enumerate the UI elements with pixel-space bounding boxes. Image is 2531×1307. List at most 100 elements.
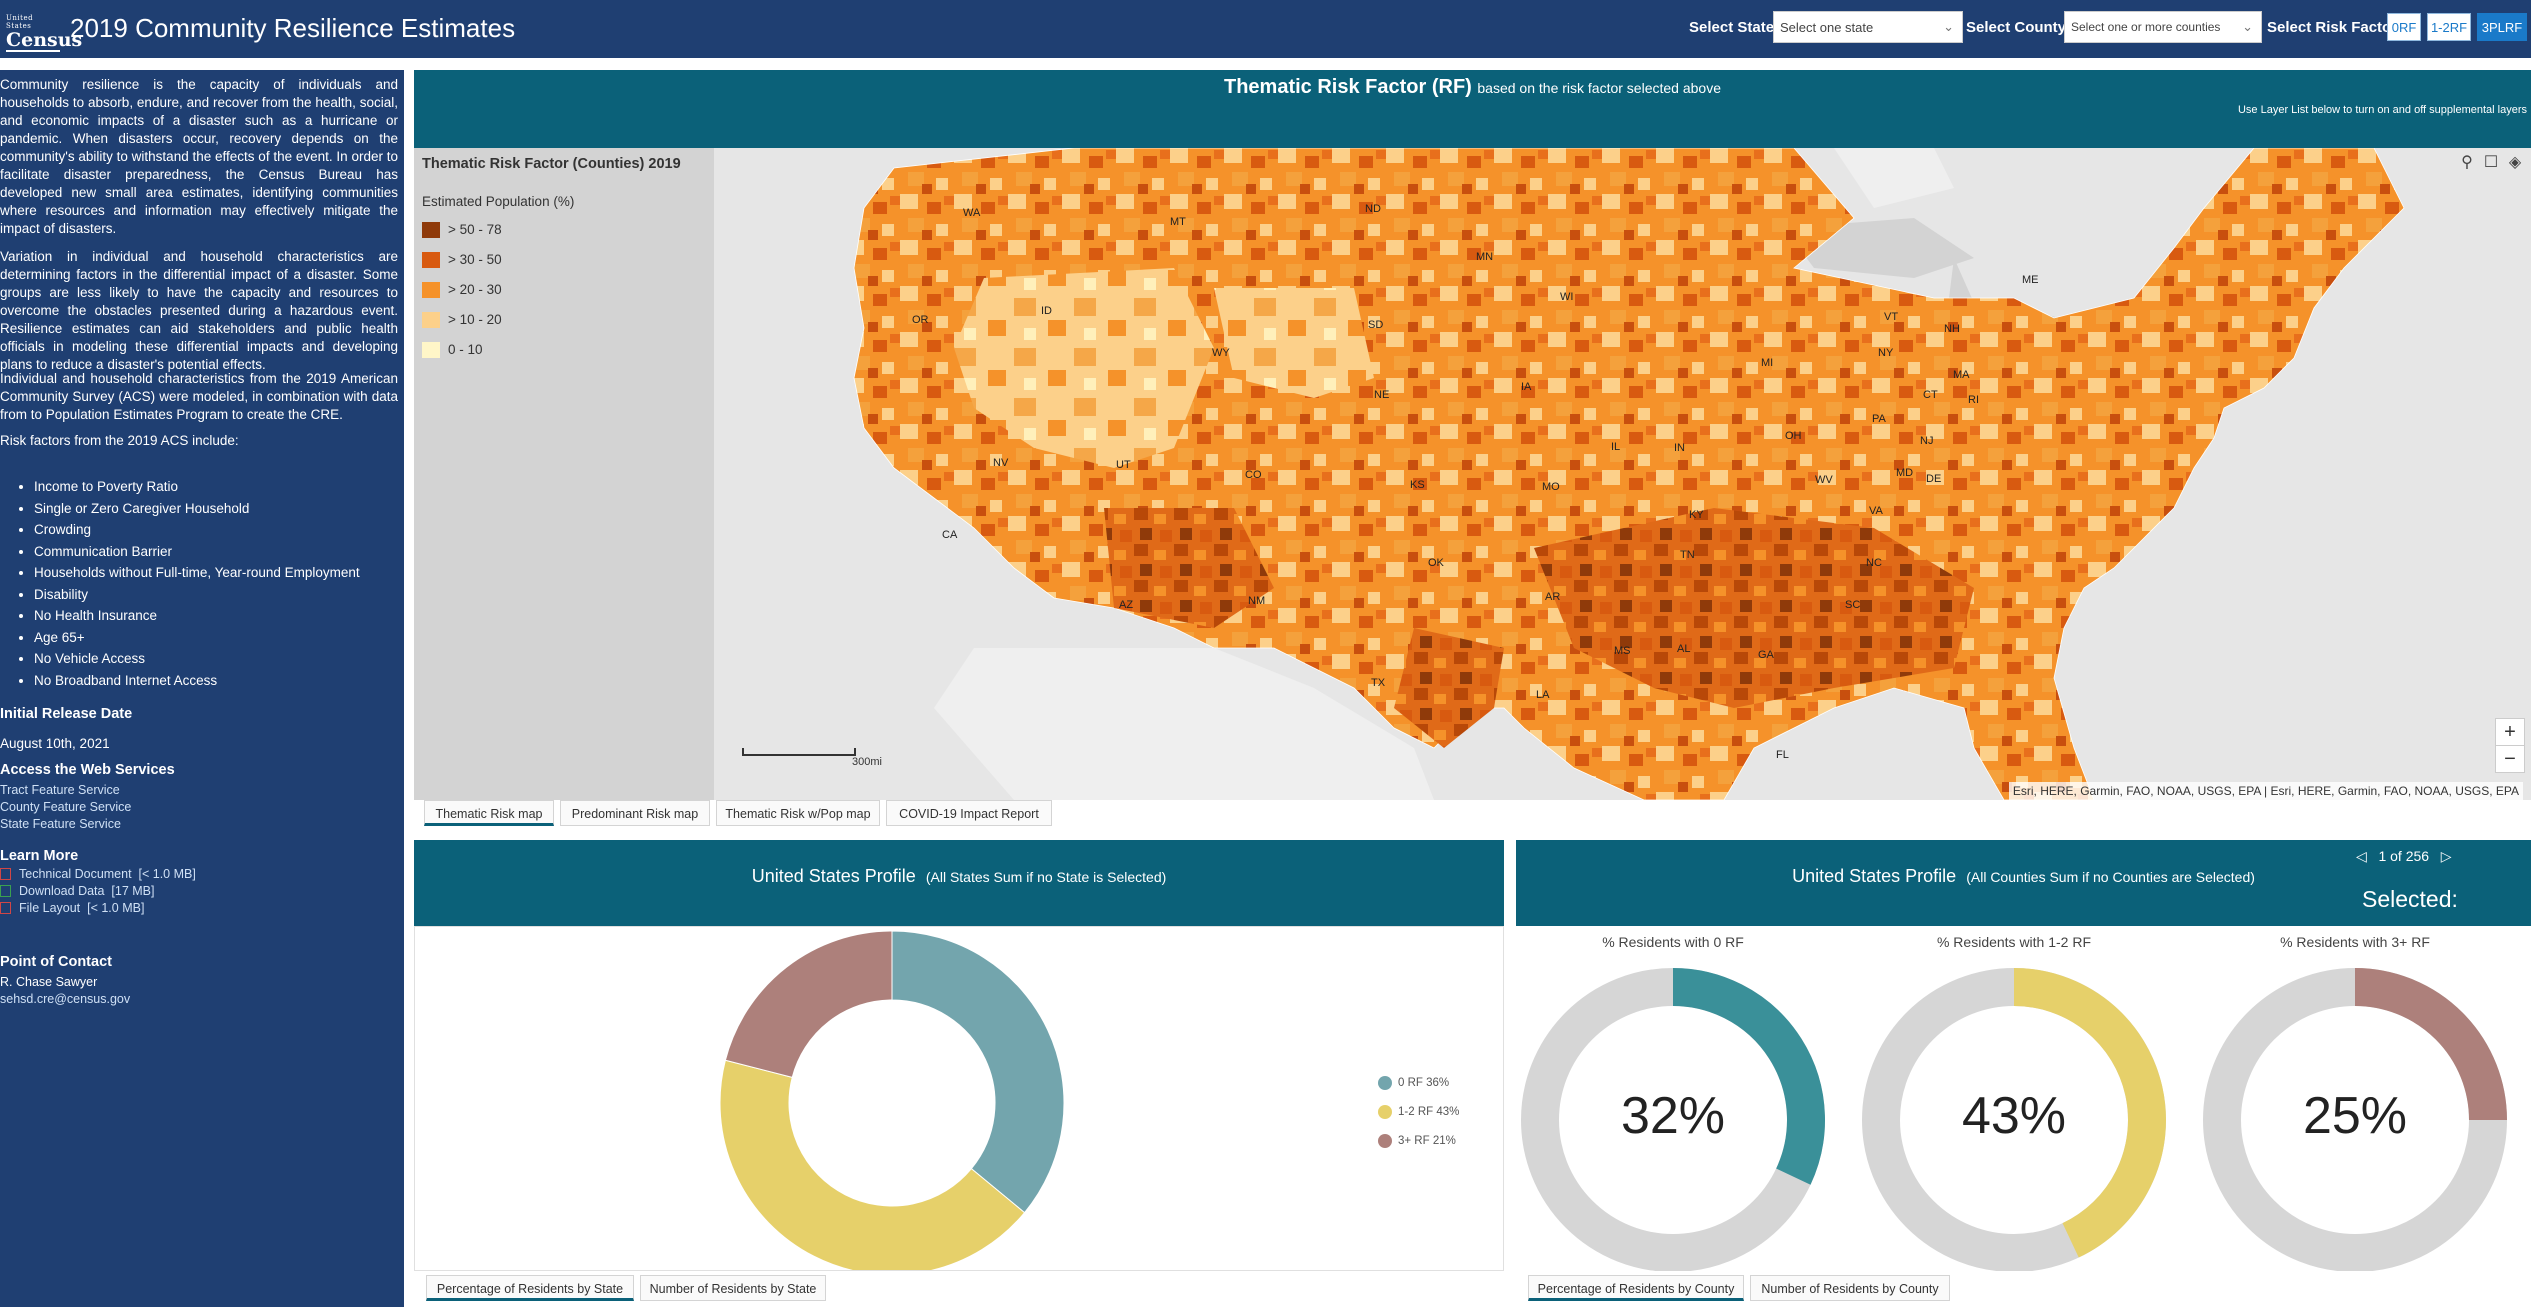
legend-item: 3+ RF 21% <box>1378 1131 1459 1160</box>
state-donut-legend: 0 RF 36% 1-2 RF 43% 3+ RF 21% <box>1378 1073 1459 1160</box>
list-item: Communication Barrier <box>34 541 398 563</box>
list-item: Crowding <box>34 519 398 541</box>
scale-bar: 300mi <box>742 748 882 768</box>
state-label-tx: TX <box>1371 677 1386 689</box>
map-canvas[interactable]: WA MT ND MN OR ID SD WI MI ME VT NH NY MA CT RI WY NE IA NV… <box>414 148 2531 800</box>
zoom-out-button[interactable]: − <box>2496 745 2524 772</box>
state-label-ar: AR <box>1545 591 1560 603</box>
services-links: Tract Feature Service County Feature Ser… <box>0 782 398 833</box>
donut-slice-1-2-rf[interactable] <box>719 1059 1026 1270</box>
tab-number-by-state[interactable]: Number of Residents by State <box>640 1275 826 1301</box>
risk-button-1-2rf[interactable]: 1-2RF <box>2427 13 2471 41</box>
tab-percentage-by-county[interactable]: Percentage of Residents by County <box>1528 1275 1744 1301</box>
pdf-icon <box>0 868 11 880</box>
state-label-nh: NH <box>1944 323 1960 335</box>
contact-name: R. Chase Sawyer <box>0 975 98 989</box>
low-risk-region <box>954 268 1214 468</box>
legend-item: > 20 - 30 <box>422 275 681 305</box>
legend-swatch <box>422 282 440 299</box>
map-attribution: Esri, HERE, Garmin, FAO, NOAA, USGS, EPA… <box>2008 782 2523 800</box>
list-item: No Vehicle Access <box>34 648 398 670</box>
search-icon[interactable]: ⚲ <box>2461 154 2473 171</box>
state-label-vt: VT <box>1884 311 1898 323</box>
state-donut-chart[interactable] <box>415 927 1503 1270</box>
legend-item: > 30 - 50 <box>422 245 681 275</box>
zoom-control: + − <box>2495 718 2525 773</box>
state-label-la: LA <box>1536 689 1550 701</box>
tab-percentage-by-state[interactable]: Percentage of Residents by State <box>426 1275 634 1301</box>
gauge-fill-0 <box>1672 968 1825 1185</box>
technical-document-link[interactable]: Technical Document [< 1.0 MB] <box>0 866 398 883</box>
state-profile-body: 0 RF 36% 1-2 RF 43% 3+ RF 21% <box>414 926 1504 1271</box>
map-legend: Thematic Risk Factor (Counties) 2019 Est… <box>422 156 681 365</box>
select-county-label: Select County: <box>1966 19 2072 36</box>
state-label-wv: WV <box>1815 474 1833 486</box>
state-label-sd: SD <box>1368 319 1383 331</box>
contact-email-link[interactable]: sehsd.cre@census.gov <box>0 992 131 1006</box>
list-item: No Health Insurance <box>34 605 398 627</box>
scale-bar-label: 300mi <box>852 756 882 768</box>
tab-thematic-risk-pop-map[interactable]: Thematic Risk w/Pop map <box>716 800 880 826</box>
risk-factor-list: Income to Poverty Ratio Single or Zero C… <box>0 476 398 691</box>
county-service-link[interactable]: County Feature Service <box>0 800 132 814</box>
list-item: Single or Zero Caregiver Household <box>34 498 398 520</box>
state-label-ok: OK <box>1428 557 1445 569</box>
layers-icon[interactable]: ◈ <box>2508 154 2522 171</box>
canada-land <box>1834 148 1954 208</box>
chevron-down-icon: ⌄ <box>1943 19 1954 34</box>
state-label-ma: MA <box>1953 369 1970 381</box>
county-gauges <box>1521 968 2507 1271</box>
list-item: Income to Poverty Ratio <box>34 476 398 498</box>
legend-item: 1-2 RF 43% <box>1378 1102 1459 1131</box>
county-profile-title: United States Profile (All Counties Sum … <box>1792 866 2255 886</box>
donut-slice-0-rf[interactable] <box>891 930 1065 1214</box>
release-heading: Initial Release Date <box>0 706 133 722</box>
bookmark-icon[interactable]: ☐ <box>2483 154 2499 171</box>
zoom-in-button[interactable]: + <box>2504 721 2516 743</box>
donut-slices[interactable] <box>719 930 1065 1270</box>
chevron-right-icon[interactable]: ▷ <box>2440 848 2452 864</box>
tab-predominant-risk-map[interactable]: Predominant Risk map <box>560 800 710 826</box>
gauge-fill-1 <box>2013 968 2166 1258</box>
gauge-fill-2 <box>2354 968 2507 1121</box>
legend-item: > 50 - 78 <box>422 215 681 245</box>
donut-slice-3-rf[interactable] <box>724 930 893 1078</box>
risk-map[interactable]: WA MT ND MN OR ID SD WI MI ME VT NH NY MA CT RI WY NE IA NV… <box>414 148 2531 800</box>
file-layout-link[interactable]: File Layout [< 1.0 MB] <box>0 900 398 917</box>
map-title: Thematic Risk Factor (RF) based on the r… <box>1224 76 1721 98</box>
state-select[interactable]: Select one state ⌄ <box>1773 11 1963 43</box>
gauge-rings <box>1521 968 2507 1271</box>
state-label-mt: MT <box>1170 216 1186 228</box>
scale-bar-line <box>742 748 856 756</box>
chevron-left-icon[interactable]: ◁ <box>2356 848 2367 864</box>
pdf-icon <box>0 902 11 914</box>
state-label-in: IN <box>1674 442 1685 454</box>
gauge-value-3rf: 25% <box>2302 1087 2408 1145</box>
state-label-mi: MI <box>1761 357 1773 369</box>
state-label-ks: KS <box>1410 479 1425 491</box>
tab-thematic-risk-map[interactable]: Thematic Risk map <box>424 800 554 826</box>
download-data-link[interactable]: Download Data [17 MB] <box>0 883 398 900</box>
county-select[interactable]: Select one or more counties ⌄ <box>2064 11 2262 43</box>
legend-title: Thematic Risk Factor (Counties) 2019 <box>422 156 681 172</box>
tab-number-by-county[interactable]: Number of Residents by County <box>1750 1275 1950 1301</box>
risk-button-3plrf[interactable]: 3PLRF <box>2477 13 2527 41</box>
census-logo[interactable]: United States Census <box>6 14 83 52</box>
state-labels: WA MT ND MN OR ID SD WI MI ME VT NH NY MA CT RI WY NE IA NV… <box>912 203 2039 761</box>
state-profile-title: United States Profile (All States Sum if… <box>751 866 1167 886</box>
state-label-ct: CT <box>1923 389 1938 401</box>
state-service-link[interactable]: State Feature Service <box>0 817 121 831</box>
risk-button-0rf[interactable]: 0RF <box>2387 13 2421 41</box>
sidebar: Community resilience is the capacity of … <box>0 70 404 1307</box>
county-profile-header: United States Profile (All Counties Sum … <box>1516 840 2531 926</box>
tract-service-link[interactable]: Tract Feature Service <box>0 783 120 797</box>
state-label-me: ME <box>2022 274 2039 286</box>
state-label-wa: WA <box>963 207 981 219</box>
learn-more-heading: Learn More <box>0 848 79 864</box>
variation-paragraph: Variation in individual and household ch… <box>0 249 398 372</box>
high-risk-region <box>1104 508 1274 628</box>
learn-more-links: Technical Document [< 1.0 MB] Download D… <box>0 866 398 917</box>
tab-covid-impact-report[interactable]: COVID-19 Impact Report <box>886 800 1052 826</box>
legend-dot <box>1378 1075 1392 1090</box>
high-risk-region <box>1394 628 1504 748</box>
